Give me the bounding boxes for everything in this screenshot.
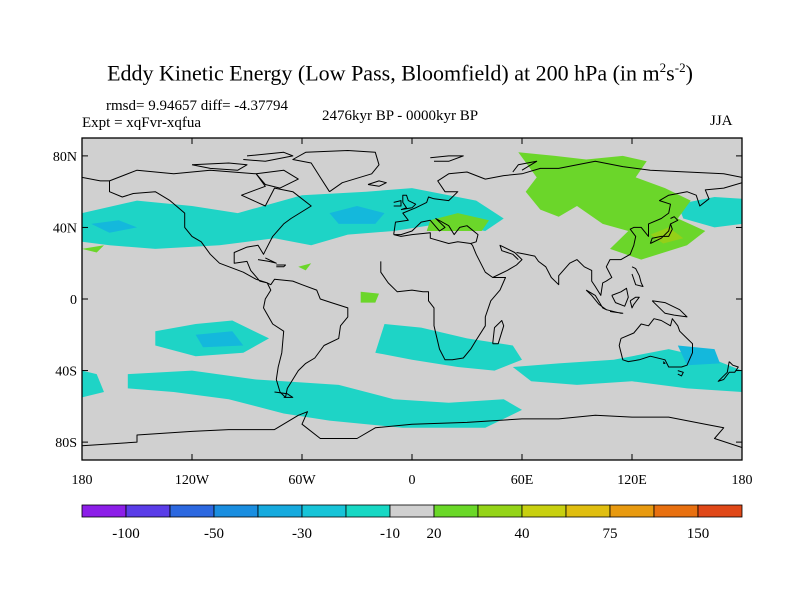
colorbar-swatch [477, 504, 523, 518]
coastline [651, 300, 688, 318]
colorbar-swatch [697, 504, 743, 518]
coastline [82, 411, 742, 448]
contour-region [298, 263, 312, 271]
coastline [367, 180, 387, 187]
contour-region [127, 370, 523, 428]
period-label: 2476kyr BP - 0000kyr BP [322, 108, 479, 124]
coastline [393, 160, 742, 235]
coastline [512, 160, 538, 173]
coastline [492, 244, 523, 278]
y-tick-label: 80N [53, 150, 77, 165]
contour-region [82, 370, 104, 398]
coastline [292, 150, 380, 193]
y-tick-label: 40N [53, 221, 77, 236]
coastline [393, 218, 479, 244]
x-tick-label: 120E [617, 473, 647, 488]
x-tick-label: 120W [175, 473, 210, 488]
coastline [380, 243, 506, 361]
coastline [257, 257, 277, 264]
coastline [629, 296, 640, 309]
season-label: JJA [710, 113, 733, 129]
experiment-label: Expt = xqFvr-xqfua [82, 115, 201, 131]
x-tick-label: 60W [288, 473, 316, 488]
coastline-layer [82, 150, 742, 448]
y-tick-label: 0 [70, 293, 77, 308]
coastline [618, 318, 693, 368]
colorbar-swatch [345, 504, 391, 518]
contour-region [375, 324, 522, 371]
contour-region [82, 245, 104, 253]
colorbar-swatch [433, 504, 479, 518]
x-tick-label: 180 [732, 473, 753, 488]
colorbar-swatch [653, 504, 699, 518]
contour-region [195, 331, 244, 348]
chart-title: Eddy Kinetic Energy (Low Pass, Bloomfiel… [107, 60, 693, 86]
contour-region [329, 206, 385, 224]
colorbar-swatch [521, 504, 567, 518]
contour-region [677, 345, 720, 366]
x-tick-label: 0 [409, 473, 416, 488]
coastline [516, 182, 742, 296]
coastline [109, 169, 312, 284]
coastline [393, 200, 402, 207]
colorbar-swatch [565, 504, 611, 518]
colorbar-label: -100 [112, 526, 140, 542]
contour-region [677, 197, 742, 228]
colorbar-swatch [301, 504, 347, 518]
coastline [670, 216, 679, 225]
contour-region [426, 213, 489, 231]
colorbar-swatch [125, 504, 171, 518]
colorbar-label: 40 [515, 526, 530, 542]
colorbar-label: -30 [292, 526, 312, 542]
contour-region [82, 188, 504, 249]
colorbar-label: 20 [427, 526, 442, 542]
coastline [255, 169, 299, 189]
colorbar-label: -50 [204, 526, 224, 542]
coastline [717, 361, 739, 382]
colorbar-label: -10 [380, 526, 400, 542]
colorbar-label: 150 [687, 526, 710, 542]
coastline [611, 287, 629, 307]
coastline [430, 155, 464, 162]
y-tick-label: 80S [55, 436, 77, 451]
coastline [263, 278, 349, 398]
coastline [649, 223, 673, 244]
x-tick-label: 60E [511, 473, 534, 488]
coastline [492, 320, 505, 345]
axis-layer: 180 120W 60W 0 60E 120E 180 80N 40N 0 40S 80S [53, 138, 753, 488]
rmsd-diff-text: rmsd= 9.94657 diff= -4.37794 [106, 98, 289, 114]
coastline [274, 391, 294, 398]
colorbar-swatch [389, 504, 435, 518]
contour-region [91, 220, 137, 233]
contour-region [360, 291, 379, 303]
coastline [662, 361, 666, 364]
contour-fill-layer [82, 138, 742, 460]
coastline [631, 266, 644, 287]
coastline [243, 151, 294, 162]
coastline [606, 309, 624, 314]
coastline [677, 370, 684, 377]
coastline [400, 194, 417, 211]
coastline [82, 176, 110, 182]
colorbar-swatch [213, 504, 259, 518]
colorbar-swatch [81, 504, 127, 518]
coastline [191, 162, 248, 171]
coastline [276, 264, 286, 268]
colorbar: -100 -50 -30 -10 20 40 75 150 [81, 504, 743, 542]
colorbar-swatch [609, 504, 655, 518]
colorbar-swatch [257, 504, 303, 518]
colorbar-label: 75 [603, 526, 618, 542]
x-tick-label: 180 [72, 473, 93, 488]
colorbar-swatch [169, 504, 215, 518]
y-tick-label: 40S [55, 365, 77, 380]
